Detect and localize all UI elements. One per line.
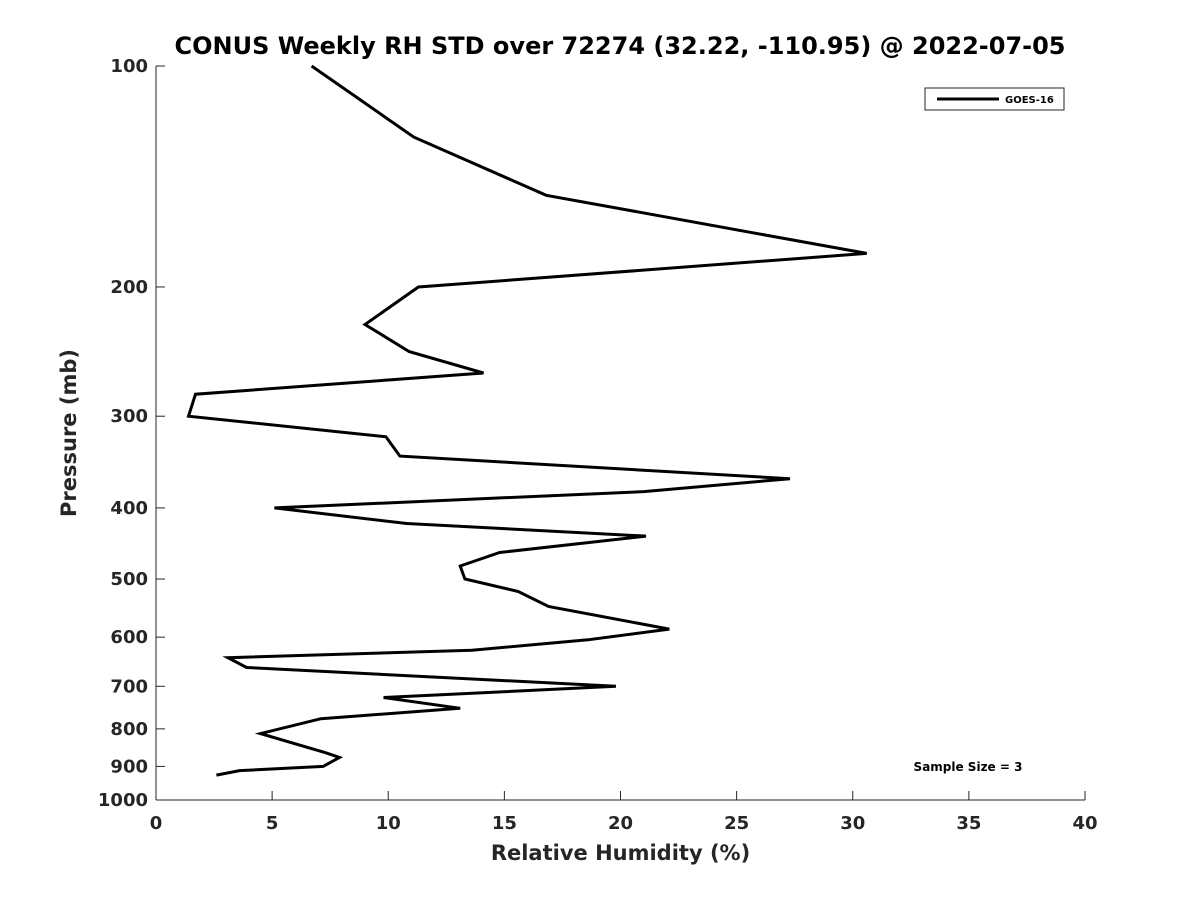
chart-title: CONUS Weekly RH STD over 72274 (32.22, -… [174,32,1065,60]
x-tick-label-35: 35 [956,813,981,834]
x-tick-label-10: 10 [376,813,401,834]
x-tick-label-5: 5 [266,813,279,834]
y-tick-label-700: 700 [110,676,148,697]
series-layer [186,64,867,777]
x-tick-label-15: 15 [492,813,517,834]
y-tick-label-500: 500 [110,569,148,590]
y-tick-label-200: 200 [110,277,148,298]
series-line-goes-16 [186,64,867,777]
x-tick-label-40: 40 [1072,813,1097,834]
y-axis: 100 200 300 400 500 600 700 800 900 1000 [98,56,165,811]
x-tick-label-20: 20 [608,813,633,834]
legend-entry-goes-16: GOES-16 [1005,95,1054,106]
x-tick-label-25: 25 [724,813,749,834]
y-tick-label-900: 900 [110,756,148,777]
y-tick-label-100: 100 [110,56,148,77]
y-tick-label-1000: 1000 [98,790,148,811]
y-tick-label-400: 400 [110,498,148,519]
legend: GOES-16 [924,87,1065,111]
x-tick-label-30: 30 [840,813,865,834]
x-axis: 0 5 10 15 20 25 30 35 40 [150,791,1098,834]
x-tick-label-0: 0 [150,813,163,834]
y-tick-label-300: 300 [110,406,148,427]
y-tick-label-800: 800 [110,719,148,740]
plot-area [156,66,1085,800]
y-tick-label-600: 600 [110,627,148,648]
y-axis-label: Pressure (mb) [57,349,81,517]
x-axis-label: Relative Humidity (%) [491,841,750,865]
sample-size-annotation: Sample Size = 3 [914,760,1023,774]
